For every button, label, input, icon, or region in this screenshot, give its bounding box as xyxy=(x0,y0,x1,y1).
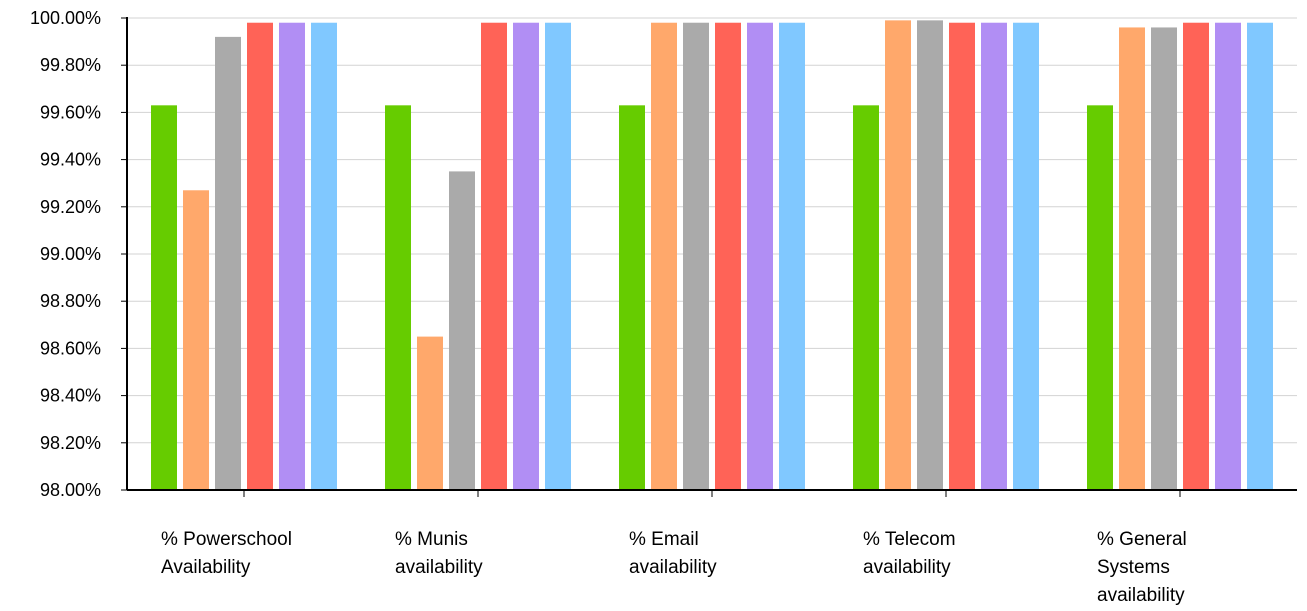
category-label: availability xyxy=(1097,585,1185,606)
y-tick-label: 98.40% xyxy=(40,386,101,406)
y-tick-label: 98.60% xyxy=(40,338,101,358)
y-tick-label: 99.40% xyxy=(40,150,101,170)
bar xyxy=(513,22,539,490)
y-tick-label: 98.00% xyxy=(40,480,101,500)
bar xyxy=(885,20,911,491)
bar xyxy=(151,105,177,490)
category-label: Systems xyxy=(1097,557,1170,578)
bar xyxy=(183,190,209,490)
bar xyxy=(1215,22,1241,490)
y-tick-label: 98.20% xyxy=(40,433,101,453)
bar xyxy=(651,22,677,490)
bar xyxy=(481,22,507,490)
bar xyxy=(449,171,475,490)
bar xyxy=(747,22,773,490)
bar xyxy=(215,36,241,490)
bar xyxy=(247,22,273,490)
bar xyxy=(1087,105,1113,490)
bar xyxy=(1013,22,1039,490)
y-tick-label: 98.80% xyxy=(40,291,101,311)
category-label: availability xyxy=(395,557,483,578)
bar xyxy=(981,22,1007,490)
bar xyxy=(1183,22,1209,490)
bar xyxy=(1119,27,1145,490)
bar xyxy=(683,22,709,490)
bar xyxy=(1247,22,1273,490)
bar xyxy=(385,105,411,490)
y-tick-label: 99.00% xyxy=(40,244,101,264)
category-label: availability xyxy=(629,557,717,578)
y-axis-tick-labels: 98.00% 98.20% 98.40% 98.60% 98.80% 99.00% 99.2… xyxy=(30,8,101,500)
category-label: % Powerschool xyxy=(161,529,292,550)
category-label: availability xyxy=(863,557,951,578)
y-tick-label: 99.60% xyxy=(40,102,101,122)
bars xyxy=(151,20,1273,491)
bar xyxy=(1151,27,1177,490)
bar xyxy=(917,20,943,491)
category-label: Availability xyxy=(161,557,251,578)
bar xyxy=(311,22,337,490)
bar xyxy=(619,105,645,490)
category-label: % Telecom xyxy=(863,529,956,550)
bar xyxy=(853,105,879,490)
y-tick-label: 99.80% xyxy=(40,55,101,75)
bar xyxy=(545,22,571,490)
bar xyxy=(715,22,741,490)
category-label: % Email xyxy=(629,529,699,550)
bar xyxy=(417,336,443,490)
bar xyxy=(279,22,305,490)
x-axis-category-labels: % Powerschool Availability % Munis availabi… xyxy=(161,529,1187,606)
bar xyxy=(949,22,975,490)
axes xyxy=(121,17,1297,497)
category-label: % General xyxy=(1097,529,1187,550)
y-tick-label: 100.00% xyxy=(30,8,101,28)
category-label: % Munis xyxy=(395,529,468,550)
bar xyxy=(779,22,805,490)
y-tick-label: 99.20% xyxy=(40,197,101,217)
